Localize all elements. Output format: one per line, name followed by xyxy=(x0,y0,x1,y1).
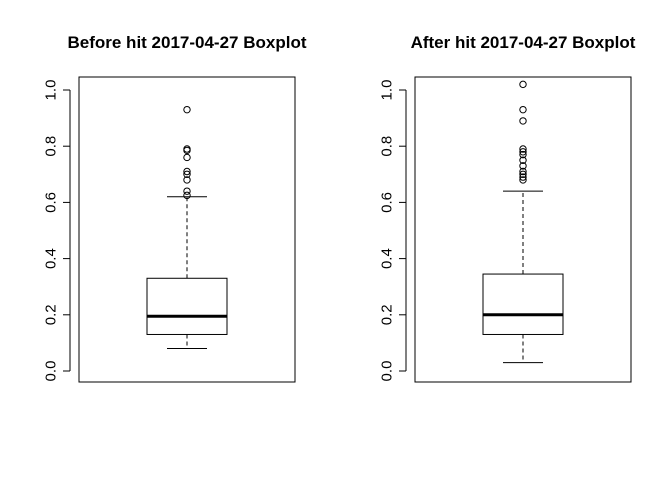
after-outlier-point xyxy=(519,173,527,181)
after-outlier-point xyxy=(519,156,527,164)
after-outlier-point xyxy=(519,80,527,89)
before-plot-frame xyxy=(78,76,296,383)
after-box-group xyxy=(482,190,564,364)
before-outlier-point xyxy=(183,145,191,153)
after-chart-title: After hit 2017-04-27 Boxplot xyxy=(411,33,636,52)
before-y-ticks: 0.0 0.2 0.4 0.6 0.8 1.0 xyxy=(43,80,70,382)
before-boxplot-panel: Before hit 2017-04-27 Boxplot 0.00.20.40… xyxy=(43,33,307,383)
after-y-tick-label: 0.6 xyxy=(379,192,396,213)
after-outlier-point xyxy=(519,170,527,179)
after-outlier-point xyxy=(519,145,527,153)
after-y-tick-label: 0.8 xyxy=(379,136,396,157)
before-y-tick-label: 0.2 xyxy=(43,304,60,325)
before-y-tick-label: 0.0 xyxy=(43,361,60,382)
before-outlier-point xyxy=(183,187,191,195)
before-y-tick-label: 0.6 xyxy=(43,192,60,213)
before-outlier-point xyxy=(183,176,191,184)
before-y-tick-label: 0.8 xyxy=(43,136,60,157)
after-boxplot-panel: After hit 2017-04-27 Boxplot 0.00.20.40.… xyxy=(379,33,636,383)
before-iqr-box xyxy=(146,277,228,335)
before-chart-title: Before hit 2017-04-27 Boxplot xyxy=(67,33,306,52)
after-y-tick-label: 0.4 xyxy=(379,248,396,269)
before-box-group xyxy=(146,196,228,350)
after-outlier-point xyxy=(519,148,527,156)
before-outlier-point xyxy=(183,167,191,176)
after-y-tick-label: 0.2 xyxy=(379,304,396,325)
after-y-tick-label: 0.0 xyxy=(379,361,396,382)
after-y-tick-label: 1.0 xyxy=(379,80,396,101)
after-outliers xyxy=(519,80,527,184)
after-y-ticks: 0.0 0.2 0.4 0.6 0.8 1.0 xyxy=(379,80,406,382)
before-y-tick-label: 1.0 xyxy=(43,80,60,101)
after-outlier-point xyxy=(519,176,527,184)
after-plot-frame xyxy=(414,76,632,383)
before-outliers xyxy=(183,105,191,200)
after-outlier-point xyxy=(519,105,527,114)
before-outlier-point xyxy=(183,191,191,200)
after-outlier-point xyxy=(519,162,527,170)
before-y-tick-label: 0.4 xyxy=(43,248,60,269)
after-outlier-point xyxy=(519,167,527,176)
before-outlier-point xyxy=(183,153,191,162)
after-outlier-point xyxy=(519,117,527,125)
after-outlier-point xyxy=(519,150,527,159)
after-iqr-box xyxy=(482,273,564,335)
before-outlier-point xyxy=(183,105,191,114)
before-outlier-point xyxy=(183,170,191,179)
